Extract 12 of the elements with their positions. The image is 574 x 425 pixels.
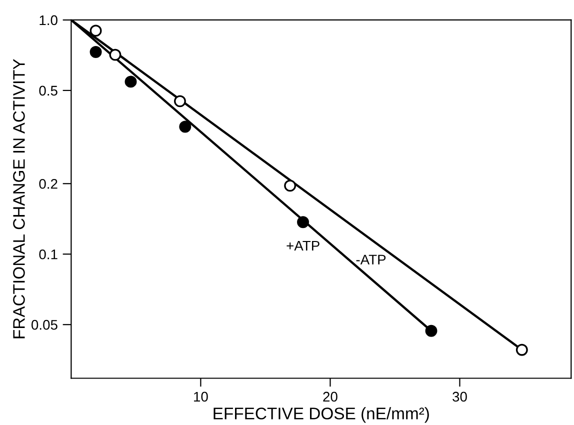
- y-tick-label: 0.5: [39, 86, 58, 96]
- x-tick-label: 10: [194, 392, 208, 402]
- series-label: -ATP: [356, 254, 386, 264]
- y-tick-label: 0.1: [39, 249, 58, 260]
- y-axis-title: FRACTIONAL CHANGE IN ACTIVITY: [13, 59, 25, 338]
- series-label: +ATP: [286, 240, 320, 251]
- y-tick-label: 1.0: [40, 15, 58, 26]
- x-axis-title: EFFECTIVE DOSE (nE/mm²): [214, 407, 429, 423]
- y-tick-label: 0.2: [39, 178, 58, 189]
- y-tick-label: 0.05: [31, 320, 58, 330]
- x-tick-label: 20: [323, 392, 338, 402]
- x-tick-label: 30: [452, 392, 467, 402]
